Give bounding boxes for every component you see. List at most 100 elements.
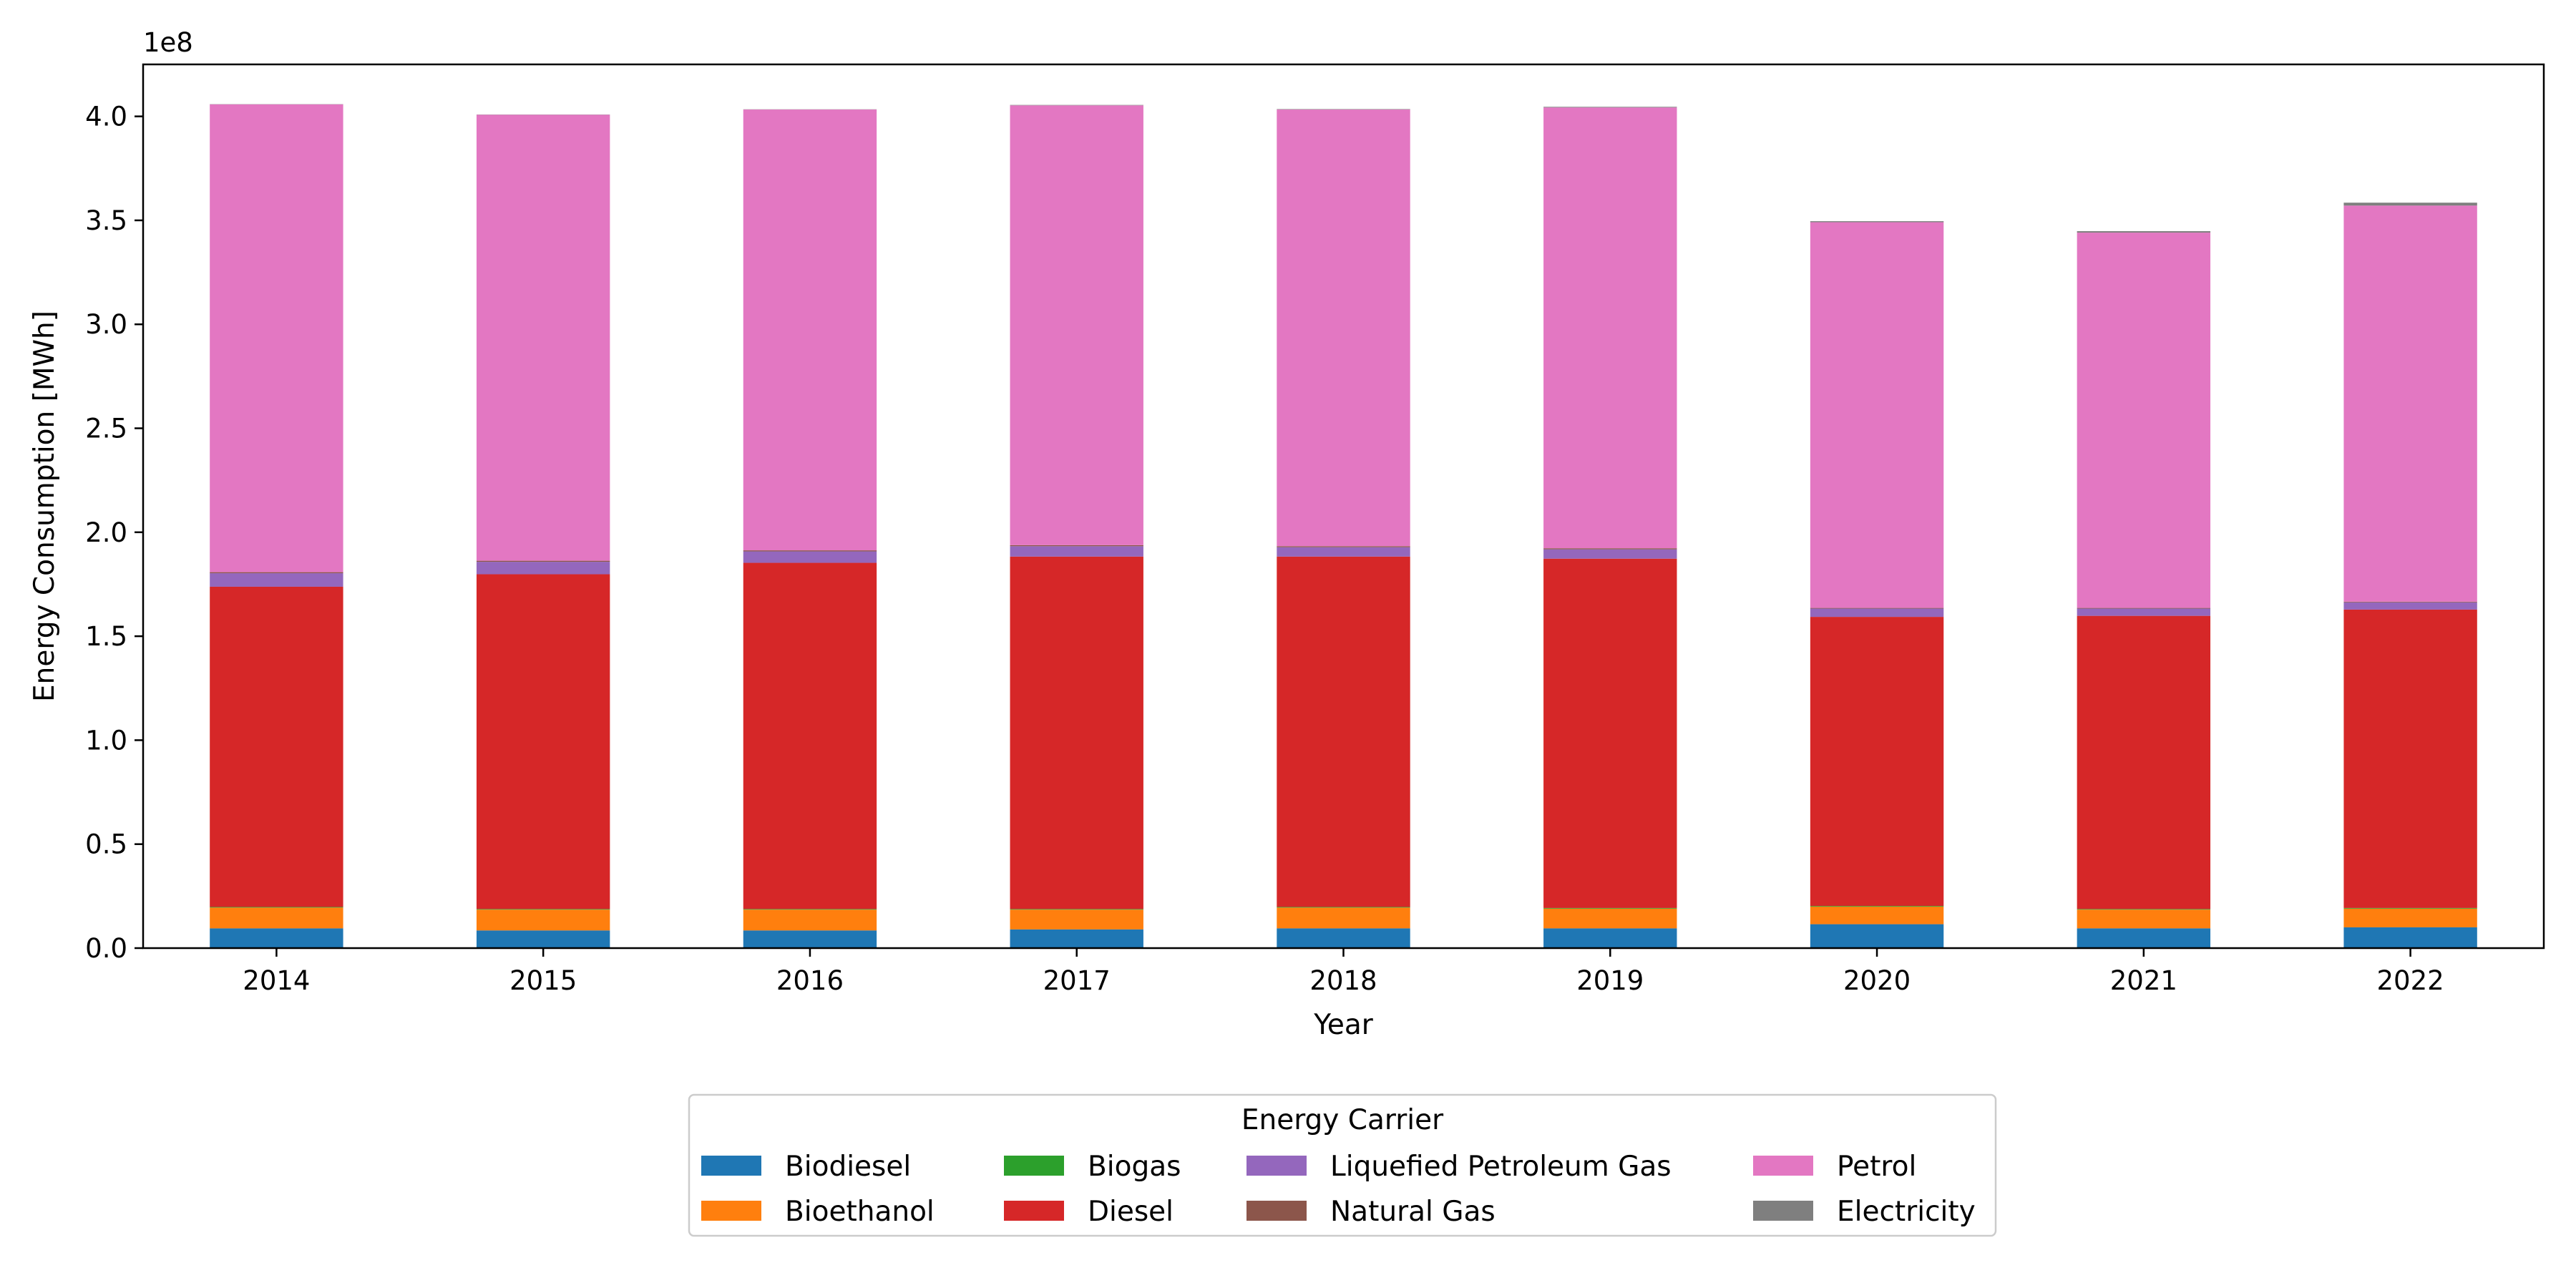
bar-bioethanol-2014: [210, 907, 343, 929]
y-tick-label: 1.0: [85, 725, 127, 756]
y-tick-label: 3.5: [85, 205, 127, 236]
legend-swatch-biodiesel: [701, 1156, 761, 1176]
legend-label-liquefied-petroleum-gas: Liquefied Petroleum Gas: [1330, 1151, 1672, 1183]
legend-swatch-electricity: [1753, 1201, 1813, 1221]
y-tick-label: 0.5: [85, 829, 127, 860]
bar-bioethanol-2016: [743, 909, 877, 931]
bar-bioethanol-2018: [1277, 907, 1410, 929]
bar-electricity-2017: [1010, 104, 1143, 106]
bar-diesel-2022: [2343, 609, 2477, 908]
x-tick-label-2019: 2019: [1576, 965, 1644, 996]
bar-liquefied-petroleum-gas-2017: [1010, 546, 1143, 557]
bar-biodiesel-2015: [476, 930, 610, 948]
bar-electricity-2020: [1810, 221, 1944, 223]
bar-bioethanol-2019: [1543, 908, 1677, 929]
bar-stack-2015: [476, 114, 610, 948]
y-tick-label: 3.0: [85, 309, 127, 340]
bar-bioethanol-2021: [2077, 909, 2211, 929]
bar-petrol-2016: [743, 109, 877, 551]
bar-biodiesel-2022: [2343, 927, 2477, 948]
bar-petrol-2017: [1010, 105, 1143, 545]
bar-stack-2019: [1543, 107, 1677, 948]
legend: Energy Carrier Biodiesel Bioethanol Biogas…: [688, 1093, 1997, 1237]
y-axis: 0.0 0.5 1.0 1.5 2.0 2.5 3.0 3.5 4.0: [85, 102, 143, 964]
bar-biodiesel-2014: [210, 928, 343, 948]
bar-diesel-2020: [1810, 617, 1944, 907]
bar-petrol-2019: [1543, 107, 1677, 549]
bar-biogas-2022: [2343, 907, 2477, 909]
legend-label-biodiesel: Biodiesel: [785, 1151, 911, 1183]
bar-stack-2014: [210, 104, 343, 948]
legend-label-bioethanol: Bioethanol: [785, 1196, 935, 1228]
bar-stack-2021: [2077, 231, 2211, 948]
y-tick-label: 0.0: [85, 933, 127, 964]
bar-bioethanol-2017: [1010, 909, 1143, 930]
bar-bioethanol-2020: [1810, 906, 1944, 924]
bar-natural-gas-2018: [1277, 546, 1410, 547]
legend-label-biogas: Biogas: [1088, 1151, 1181, 1183]
bar-stack-2018: [1277, 109, 1410, 948]
legend-item-diesel: Diesel: [1004, 1196, 1174, 1228]
bar-biogas-2019: [1543, 907, 1677, 909]
x-axis-label: Year: [1313, 1009, 1374, 1041]
bar-liquefied-petroleum-gas-2015: [476, 562, 610, 575]
y-tick-label: 1.5: [85, 621, 127, 652]
bar-electricity-2022: [2343, 203, 2477, 206]
y-tick-label: 4.0: [85, 102, 127, 132]
legend-item-bioethanol: Bioethanol: [701, 1196, 935, 1228]
x-tick-label-2020: 2020: [1843, 965, 1911, 996]
bar-biodiesel-2018: [1277, 928, 1410, 948]
bar-diesel-2021: [2077, 615, 2211, 909]
legend-label-diesel: Diesel: [1088, 1196, 1174, 1228]
legend-item-liquefied-petroleum-gas: Liquefied Petroleum Gas: [1246, 1151, 1672, 1183]
bar-stacks: [210, 104, 2477, 948]
bar-diesel-2017: [1010, 556, 1143, 909]
x-tick-label-2014: 2014: [243, 965, 310, 996]
bar-petrol-2018: [1277, 109, 1410, 547]
bar-liquefied-petroleum-gas-2016: [743, 551, 877, 563]
legend-label-natural-gas: Natural Gas: [1330, 1196, 1496, 1228]
bar-liquefied-petroleum-gas-2019: [1543, 549, 1677, 559]
bar-diesel-2016: [743, 562, 877, 909]
bar-biodiesel-2016: [743, 930, 877, 948]
bar-stack-2016: [743, 109, 877, 948]
bar-liquefied-petroleum-gas-2020: [1810, 608, 1944, 618]
bar-liquefied-petroleum-gas-2014: [210, 573, 343, 587]
x-tick-label-2015: 2015: [509, 965, 577, 996]
bar-petrol-2020: [1810, 222, 1944, 608]
bar-bioethanol-2022: [2343, 908, 2477, 927]
y-tick-label: 2.5: [85, 414, 127, 444]
legend-item-natural-gas: Natural Gas: [1246, 1196, 1496, 1228]
bar-diesel-2015: [476, 574, 610, 909]
bar-biodiesel-2021: [2077, 928, 2211, 948]
bar-stack-2020: [1810, 221, 1944, 948]
x-tick-label-2021: 2021: [2110, 965, 2177, 996]
legend-swatch-natural-gas: [1246, 1201, 1307, 1221]
x-tick-label-2017: 2017: [1043, 965, 1111, 996]
legend-swatch-diesel: [1004, 1201, 1064, 1221]
x-tick-label-2016: 2016: [776, 965, 844, 996]
x-tick-label-2022: 2022: [2377, 965, 2444, 996]
bar-liquefied-petroleum-gas-2022: [2343, 602, 2477, 610]
x-tick-label-2018: 2018: [1309, 965, 1377, 996]
y-axis-label: Energy Consumption [MWh]: [29, 311, 61, 702]
x-axis: 2014 2015 2016 2017 2018 2019 2020 2021 2022: [243, 948, 2444, 996]
legend-swatch-biogas: [1004, 1156, 1064, 1176]
bar-natural-gas-2019: [1543, 548, 1677, 550]
legend-item-petrol: Petrol: [1753, 1151, 1916, 1183]
bar-bioethanol-2015: [476, 909, 610, 931]
bar-liquefied-petroleum-gas-2018: [1277, 547, 1410, 557]
bar-petrol-2022: [2343, 205, 2477, 602]
bar-petrol-2014: [210, 104, 343, 572]
legend-items: Biodiesel Bioethanol Biogas Diesel Liquefied…: [701, 1151, 1976, 1228]
bar-petrol-2015: [476, 114, 610, 561]
bar-biodiesel-2017: [1010, 929, 1143, 948]
bar-stack-2017: [1010, 104, 1143, 948]
bar-biogas-2020: [1810, 906, 1944, 907]
bar-natural-gas-2017: [1010, 545, 1143, 547]
legend-title: Energy Carrier: [1241, 1104, 1444, 1136]
bar-natural-gas-2014: [210, 572, 343, 574]
legend-label-petrol: Petrol: [1837, 1151, 1916, 1183]
legend-item-electricity: Electricity: [1753, 1196, 1976, 1228]
